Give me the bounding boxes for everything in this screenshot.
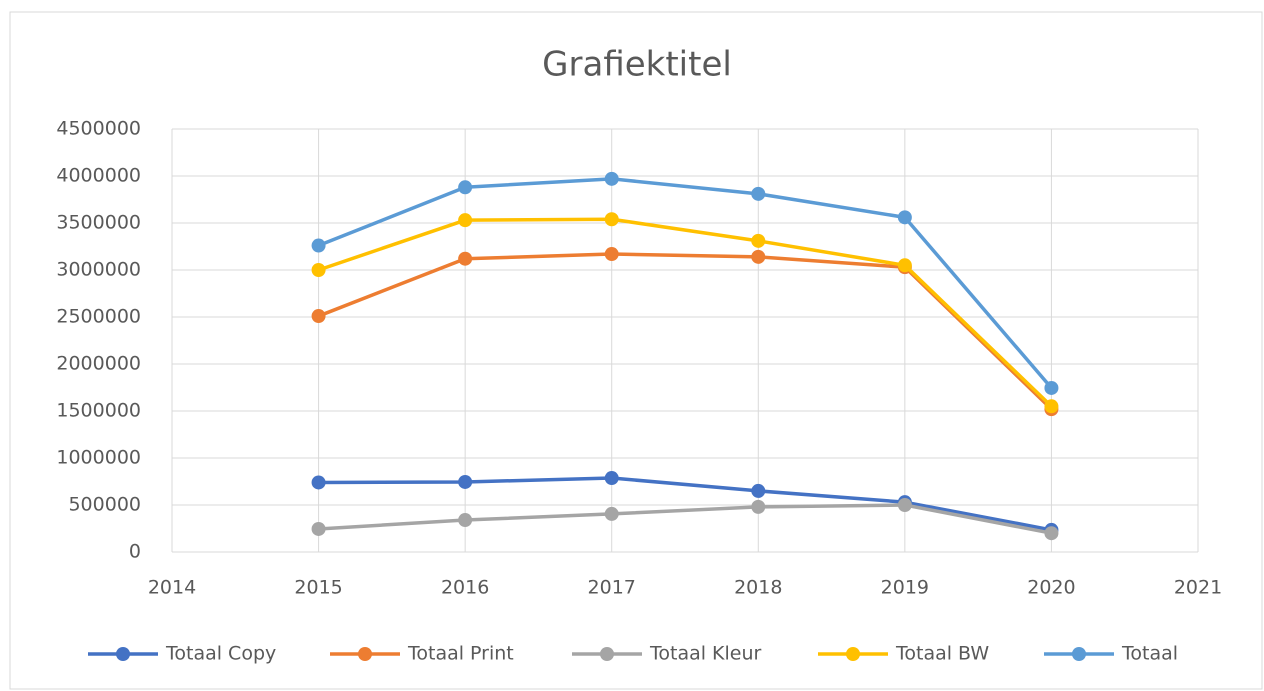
y-tick-label: 2000000 xyxy=(56,353,141,375)
data-point xyxy=(311,238,326,253)
y-tick-label: 1500000 xyxy=(56,400,141,422)
data-point xyxy=(311,521,326,536)
data-point xyxy=(751,249,766,264)
x-tick-label: 2017 xyxy=(588,577,636,599)
y-tick-label: 3500000 xyxy=(56,212,141,234)
data-point xyxy=(751,483,766,498)
data-point xyxy=(458,180,473,195)
data-point xyxy=(311,309,326,324)
legend-marker xyxy=(600,647,614,661)
y-tick-label: 500000 xyxy=(68,494,141,516)
data-point xyxy=(311,475,326,490)
data-point xyxy=(604,506,619,521)
legend-label: Totaal Print xyxy=(407,643,514,665)
legend-marker xyxy=(358,647,372,661)
data-point xyxy=(751,186,766,201)
y-tick-label: 0 xyxy=(129,541,141,563)
legend-marker xyxy=(116,647,130,661)
data-point xyxy=(897,210,912,225)
data-point xyxy=(751,499,766,514)
data-point xyxy=(604,171,619,186)
data-point xyxy=(1044,526,1059,541)
y-tick-label: 1000000 xyxy=(56,447,141,469)
legend-label: Totaal Kleur xyxy=(649,643,762,665)
data-point xyxy=(458,513,473,528)
data-point xyxy=(604,471,619,486)
data-point xyxy=(604,247,619,262)
data-point xyxy=(458,251,473,266)
x-tick-label: 2020 xyxy=(1027,577,1075,599)
series-line xyxy=(318,217,1053,408)
legend-label: Totaal xyxy=(1121,643,1178,665)
series-line xyxy=(318,476,1052,532)
data-point xyxy=(458,213,473,228)
legend-marker xyxy=(1072,647,1086,661)
y-tick-label: 2500000 xyxy=(56,306,141,328)
x-tick-label: 2015 xyxy=(294,577,342,599)
data-point xyxy=(897,258,912,273)
data-point xyxy=(458,474,473,489)
legend-marker xyxy=(846,647,860,661)
chart-frame xyxy=(9,11,1263,690)
y-tick-label: 4000000 xyxy=(56,165,141,187)
x-tick-label: 2021 xyxy=(1174,577,1222,599)
data-point xyxy=(1044,380,1059,395)
series-line xyxy=(318,503,1052,535)
legend-label: Totaal BW xyxy=(895,643,989,665)
y-tick-label: 3000000 xyxy=(56,259,141,281)
data-point xyxy=(311,263,326,277)
data-point xyxy=(604,212,619,227)
data-point xyxy=(751,233,766,248)
x-tick-label: 2014 xyxy=(148,577,196,599)
x-tick-label: 2018 xyxy=(734,577,782,599)
legend-label: Totaal Copy xyxy=(165,643,276,665)
data-point xyxy=(1044,399,1059,414)
chart-title: Grafiektitel xyxy=(542,45,732,85)
x-tick-label: 2019 xyxy=(881,577,929,599)
x-tick-label: 2016 xyxy=(441,577,489,599)
data-point xyxy=(897,498,912,512)
y-tick-label: 4500000 xyxy=(56,118,141,140)
series-line xyxy=(317,177,1053,390)
